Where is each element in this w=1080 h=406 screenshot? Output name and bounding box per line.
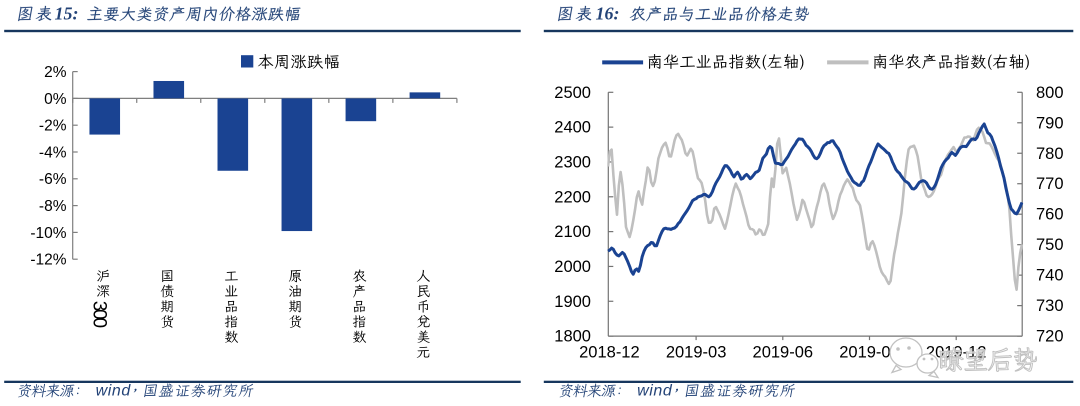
svg-text:2018-12: 2018-12 xyxy=(579,344,640,362)
svg-text:800: 800 xyxy=(1036,84,1064,102)
svg-text:0%: 0% xyxy=(44,91,67,108)
svg-text:780: 780 xyxy=(1036,145,1064,163)
svg-text:2019-09: 2019-09 xyxy=(839,344,900,362)
svg-text:2100: 2100 xyxy=(554,223,591,241)
svg-text:-8%: -8% xyxy=(39,198,67,215)
svg-text:300: 300 xyxy=(88,301,109,328)
svg-text:-6%: -6% xyxy=(39,171,67,188)
svg-text:790: 790 xyxy=(1036,114,1064,132)
svg-text:2400: 2400 xyxy=(554,119,591,137)
svg-text:760: 760 xyxy=(1036,206,1064,224)
svg-text:15:: 15: xyxy=(55,4,79,24)
svg-text:2000: 2000 xyxy=(554,258,591,276)
svg-text:1900: 1900 xyxy=(554,293,591,311)
svg-text:750: 750 xyxy=(1036,236,1064,254)
svg-text:16:: 16: xyxy=(596,4,620,24)
svg-text:-10%: -10% xyxy=(30,225,66,242)
svg-text:2300: 2300 xyxy=(554,153,591,171)
svg-text:2019-03: 2019-03 xyxy=(666,344,727,362)
svg-text:1800: 1800 xyxy=(554,328,591,346)
svg-text:770: 770 xyxy=(1036,175,1064,193)
svg-text:wind: wind xyxy=(637,382,673,399)
svg-text:2200: 2200 xyxy=(554,188,591,206)
svg-text:2%: 2% xyxy=(44,64,67,81)
svg-text:-4%: -4% xyxy=(39,144,67,161)
svg-text:730: 730 xyxy=(1036,297,1064,315)
svg-text:720: 720 xyxy=(1036,328,1064,346)
svg-text:wind: wind xyxy=(96,382,132,399)
svg-text:-2%: -2% xyxy=(39,118,67,135)
svg-text:-12%: -12% xyxy=(30,252,66,269)
svg-text:2500: 2500 xyxy=(554,84,591,102)
svg-text:2019-06: 2019-06 xyxy=(753,344,814,362)
svg-text:740: 740 xyxy=(1036,267,1064,285)
